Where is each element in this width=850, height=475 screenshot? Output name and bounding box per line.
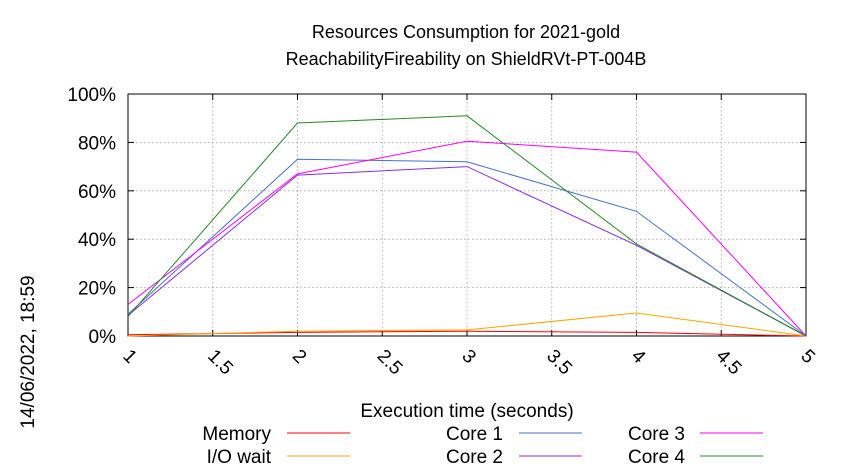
side-timestamp: 14/06/2022, 18:59 <box>18 275 39 428</box>
series-line-core-1 <box>127 158 807 337</box>
x-tick-label: 3.5 <box>542 346 576 380</box>
y-tick-label: 100% <box>67 85 116 106</box>
x-tick-label: 5 <box>796 346 818 368</box>
legend-label-i-o-wait: I/O wait <box>207 447 272 468</box>
x-axis-label: Execution time (seconds) <box>360 401 573 422</box>
x-tick-label: 3 <box>457 346 479 368</box>
x-tick-label: 2.5 <box>373 346 407 380</box>
plot-frame <box>127 93 807 337</box>
series-line-core-4 <box>127 115 807 337</box>
legend-label-memory: Memory <box>202 424 271 445</box>
y-tick-label: 0% <box>89 327 117 348</box>
x-tick-label: 4.5 <box>712 346 746 380</box>
grid-layer <box>128 94 806 336</box>
y-tick-label: 80% <box>78 133 116 154</box>
x-tick-label: 1.5 <box>203 346 237 380</box>
x-tick-label: 1 <box>118 346 140 368</box>
x-tick-label: 2 <box>288 346 310 368</box>
y-tick-label: 60% <box>78 182 116 203</box>
series-line-i-o-wait <box>127 312 807 337</box>
legend-label-core-3: Core 3 <box>628 424 685 445</box>
chart-title-line-2: ReachabilityFireability on ShieldRVt-PT-… <box>286 49 647 69</box>
chart-title-line-1: Resources Consumption for 2021-gold <box>312 22 620 42</box>
legend-label-core-2: Core 2 <box>446 447 503 468</box>
series-line-core-3 <box>127 140 807 337</box>
legend-label-core-1: Core 1 <box>446 424 503 445</box>
x-tick-label: 4 <box>627 346 650 369</box>
tick-layer: 1 1.5 2 2.5 3 3.5 4 4.5 5 0% 20% 40% 60% 80% 100% <box>67 85 818 379</box>
series-layer <box>127 115 807 337</box>
legend-label-core-4: Core 4 <box>628 447 685 468</box>
y-tick-label: 20% <box>78 279 116 300</box>
series-line-core-2 <box>127 166 807 337</box>
y-tick-label: 40% <box>78 230 116 251</box>
